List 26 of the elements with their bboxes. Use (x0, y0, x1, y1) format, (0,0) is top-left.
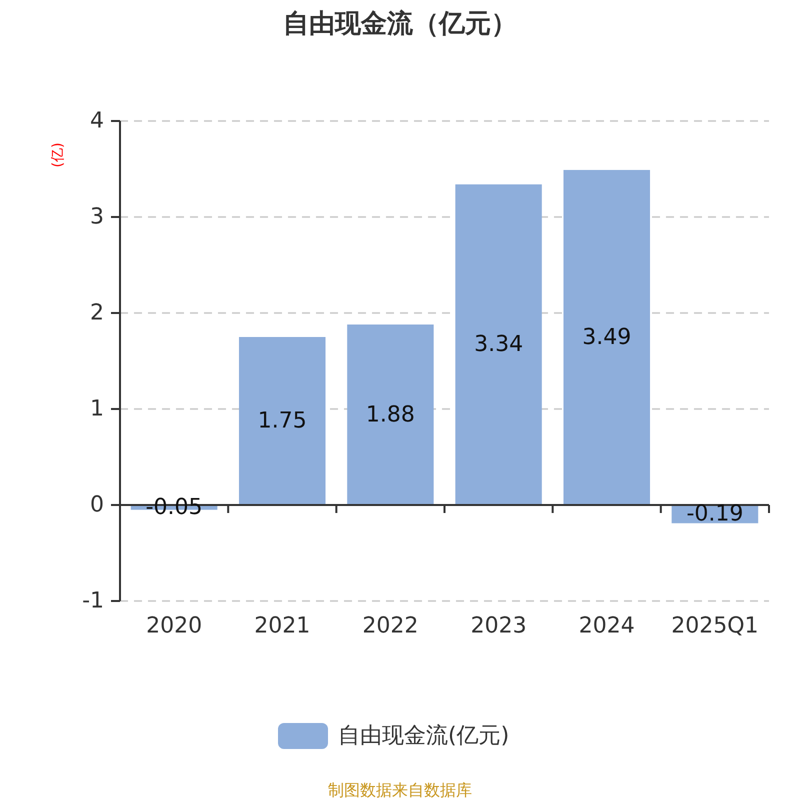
data-label: 1.75 (258, 408, 307, 434)
x-tick-label: 2021 (254, 614, 310, 638)
bar (455, 184, 542, 505)
x-tick-label: 2022 (362, 614, 418, 638)
bar (347, 324, 434, 505)
bar (238, 337, 326, 505)
y-tick-label: 4 (90, 108, 104, 134)
chart-title: 自由现金流（亿元） (283, 9, 517, 39)
data-label: -0.05 (146, 494, 203, 520)
x-tick-label: 2025Q1 (671, 614, 759, 638)
bar (563, 170, 650, 505)
y-tick-label: -1 (82, 588, 104, 614)
data-label: -0.19 (686, 502, 744, 527)
x-tick-label: 2023 (470, 614, 527, 638)
y-tick-label: 2 (90, 300, 104, 326)
y-tick-label: 1 (90, 396, 104, 422)
data-label: 3.34 (474, 332, 524, 358)
legend-label: 自由现金流(亿元) (338, 724, 510, 748)
x-tick-label: 2020 (146, 614, 202, 638)
y-tick-label: 3 (90, 204, 104, 230)
text: 制图数据来自数据库 (328, 780, 472, 800)
y-tick-label: 0 (90, 492, 104, 518)
x-tick-label: 2024 (578, 614, 635, 638)
y-axis-title: (亿) (50, 142, 66, 168)
data-label: 3.49 (582, 324, 632, 350)
data-label: 1.88 (366, 402, 415, 428)
